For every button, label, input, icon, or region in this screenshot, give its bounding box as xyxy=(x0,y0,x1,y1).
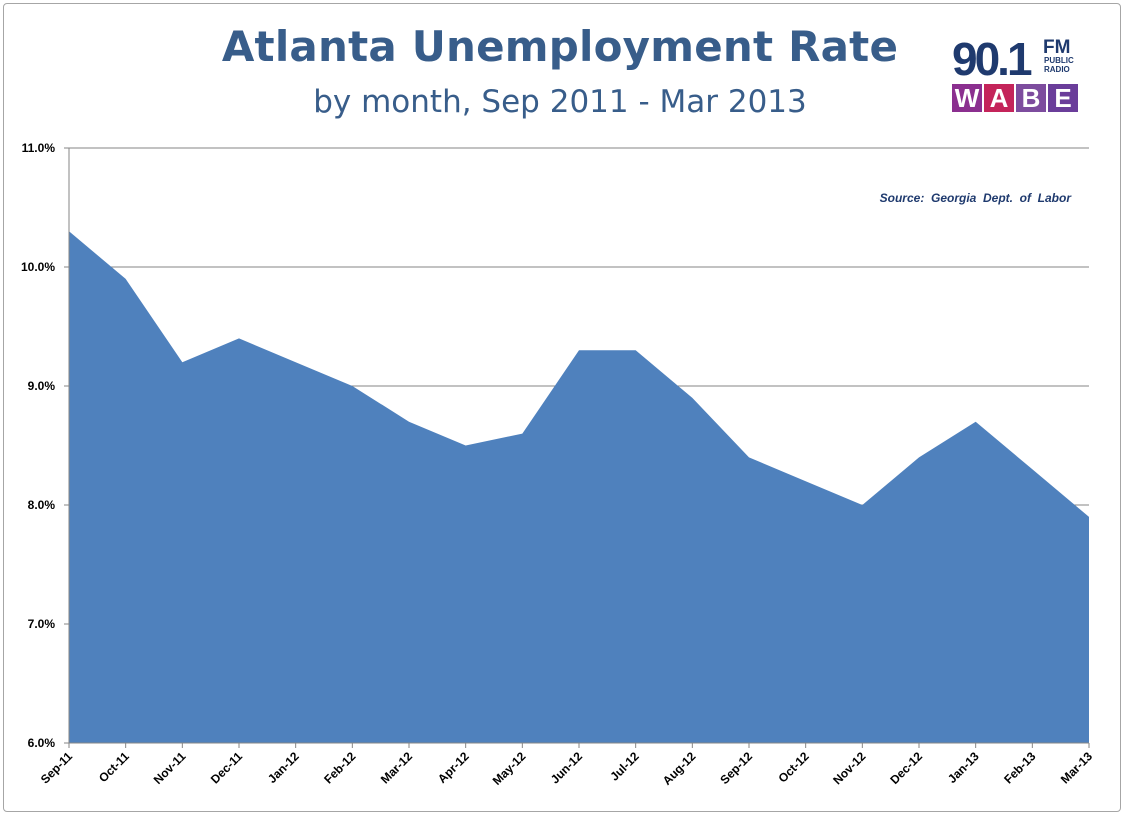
y-axis-ticks: 6.0% 7.0% 8.0% 9.0% 10.0% 11.0% xyxy=(21,141,55,750)
x-axis-ticks: Sep-11 Oct-11 Nov-11 Dec-11 Jan-12 Feb-12 Mar-… xyxy=(38,743,1095,788)
logo-radio: RADIO xyxy=(1044,64,1070,74)
x-tick-label: Dec-11 xyxy=(208,749,245,786)
y-tick-label: 8.0% xyxy=(28,498,56,512)
y-tick-label: 6.0% xyxy=(28,736,56,750)
x-tick-label: Jan-12 xyxy=(265,749,302,786)
logo-fm: FM xyxy=(1043,37,1071,58)
x-tick-label: Mar-13 xyxy=(1058,749,1095,786)
logo-letter-w: W xyxy=(952,84,982,113)
x-tick-label: Jan-13 xyxy=(945,749,982,786)
logo-letter-a: A xyxy=(984,84,1014,113)
x-tick-label: Feb-13 xyxy=(1001,749,1038,786)
y-tick-label: 9.0% xyxy=(28,379,56,393)
logo-public: PUBLIC xyxy=(1044,56,1074,65)
x-tick-label: Oct-12 xyxy=(775,749,812,786)
x-tick-label: Aug-12 xyxy=(660,749,699,788)
y-tick-label: 10.0% xyxy=(21,260,55,274)
logo-letter-e: E xyxy=(1048,84,1078,113)
area-series xyxy=(68,231,1090,744)
x-tick-label: Dec-12 xyxy=(887,749,925,787)
chart-title: Atlanta Unemployment Rate xyxy=(221,22,899,71)
x-tick-label: Jul-12 xyxy=(607,749,642,784)
logo-public-radio: PUBLIC RADIO xyxy=(1044,56,1084,74)
x-tick-label: Nov-11 xyxy=(151,749,189,787)
x-tick-label: Nov-12 xyxy=(830,749,868,787)
source-annotation: Source: Georgia Dept. of Labor xyxy=(880,191,1073,205)
x-tick-label: Feb-12 xyxy=(321,749,358,786)
logo-frequency: 90.1 xyxy=(952,33,1033,85)
x-tick-label: May-12 xyxy=(490,749,529,788)
chart-subtitle: by month, Sep 2011 - Mar 2013 xyxy=(313,84,807,120)
x-tick-label: Sep-11 xyxy=(38,749,75,786)
x-tick-label: Jun-12 xyxy=(548,749,585,786)
x-tick-label: Sep-12 xyxy=(717,749,755,787)
axes xyxy=(64,148,1089,744)
x-tick-label: Mar-12 xyxy=(378,749,415,786)
area-fill xyxy=(69,231,1089,744)
y-tick-label: 11.0% xyxy=(22,141,56,155)
x-tick-label: Oct-11 xyxy=(96,749,132,785)
logo-letter-b: B xyxy=(1016,84,1046,113)
y-tick-label: 7.0% xyxy=(28,617,56,631)
x-tick-label: Apr-12 xyxy=(435,749,472,786)
